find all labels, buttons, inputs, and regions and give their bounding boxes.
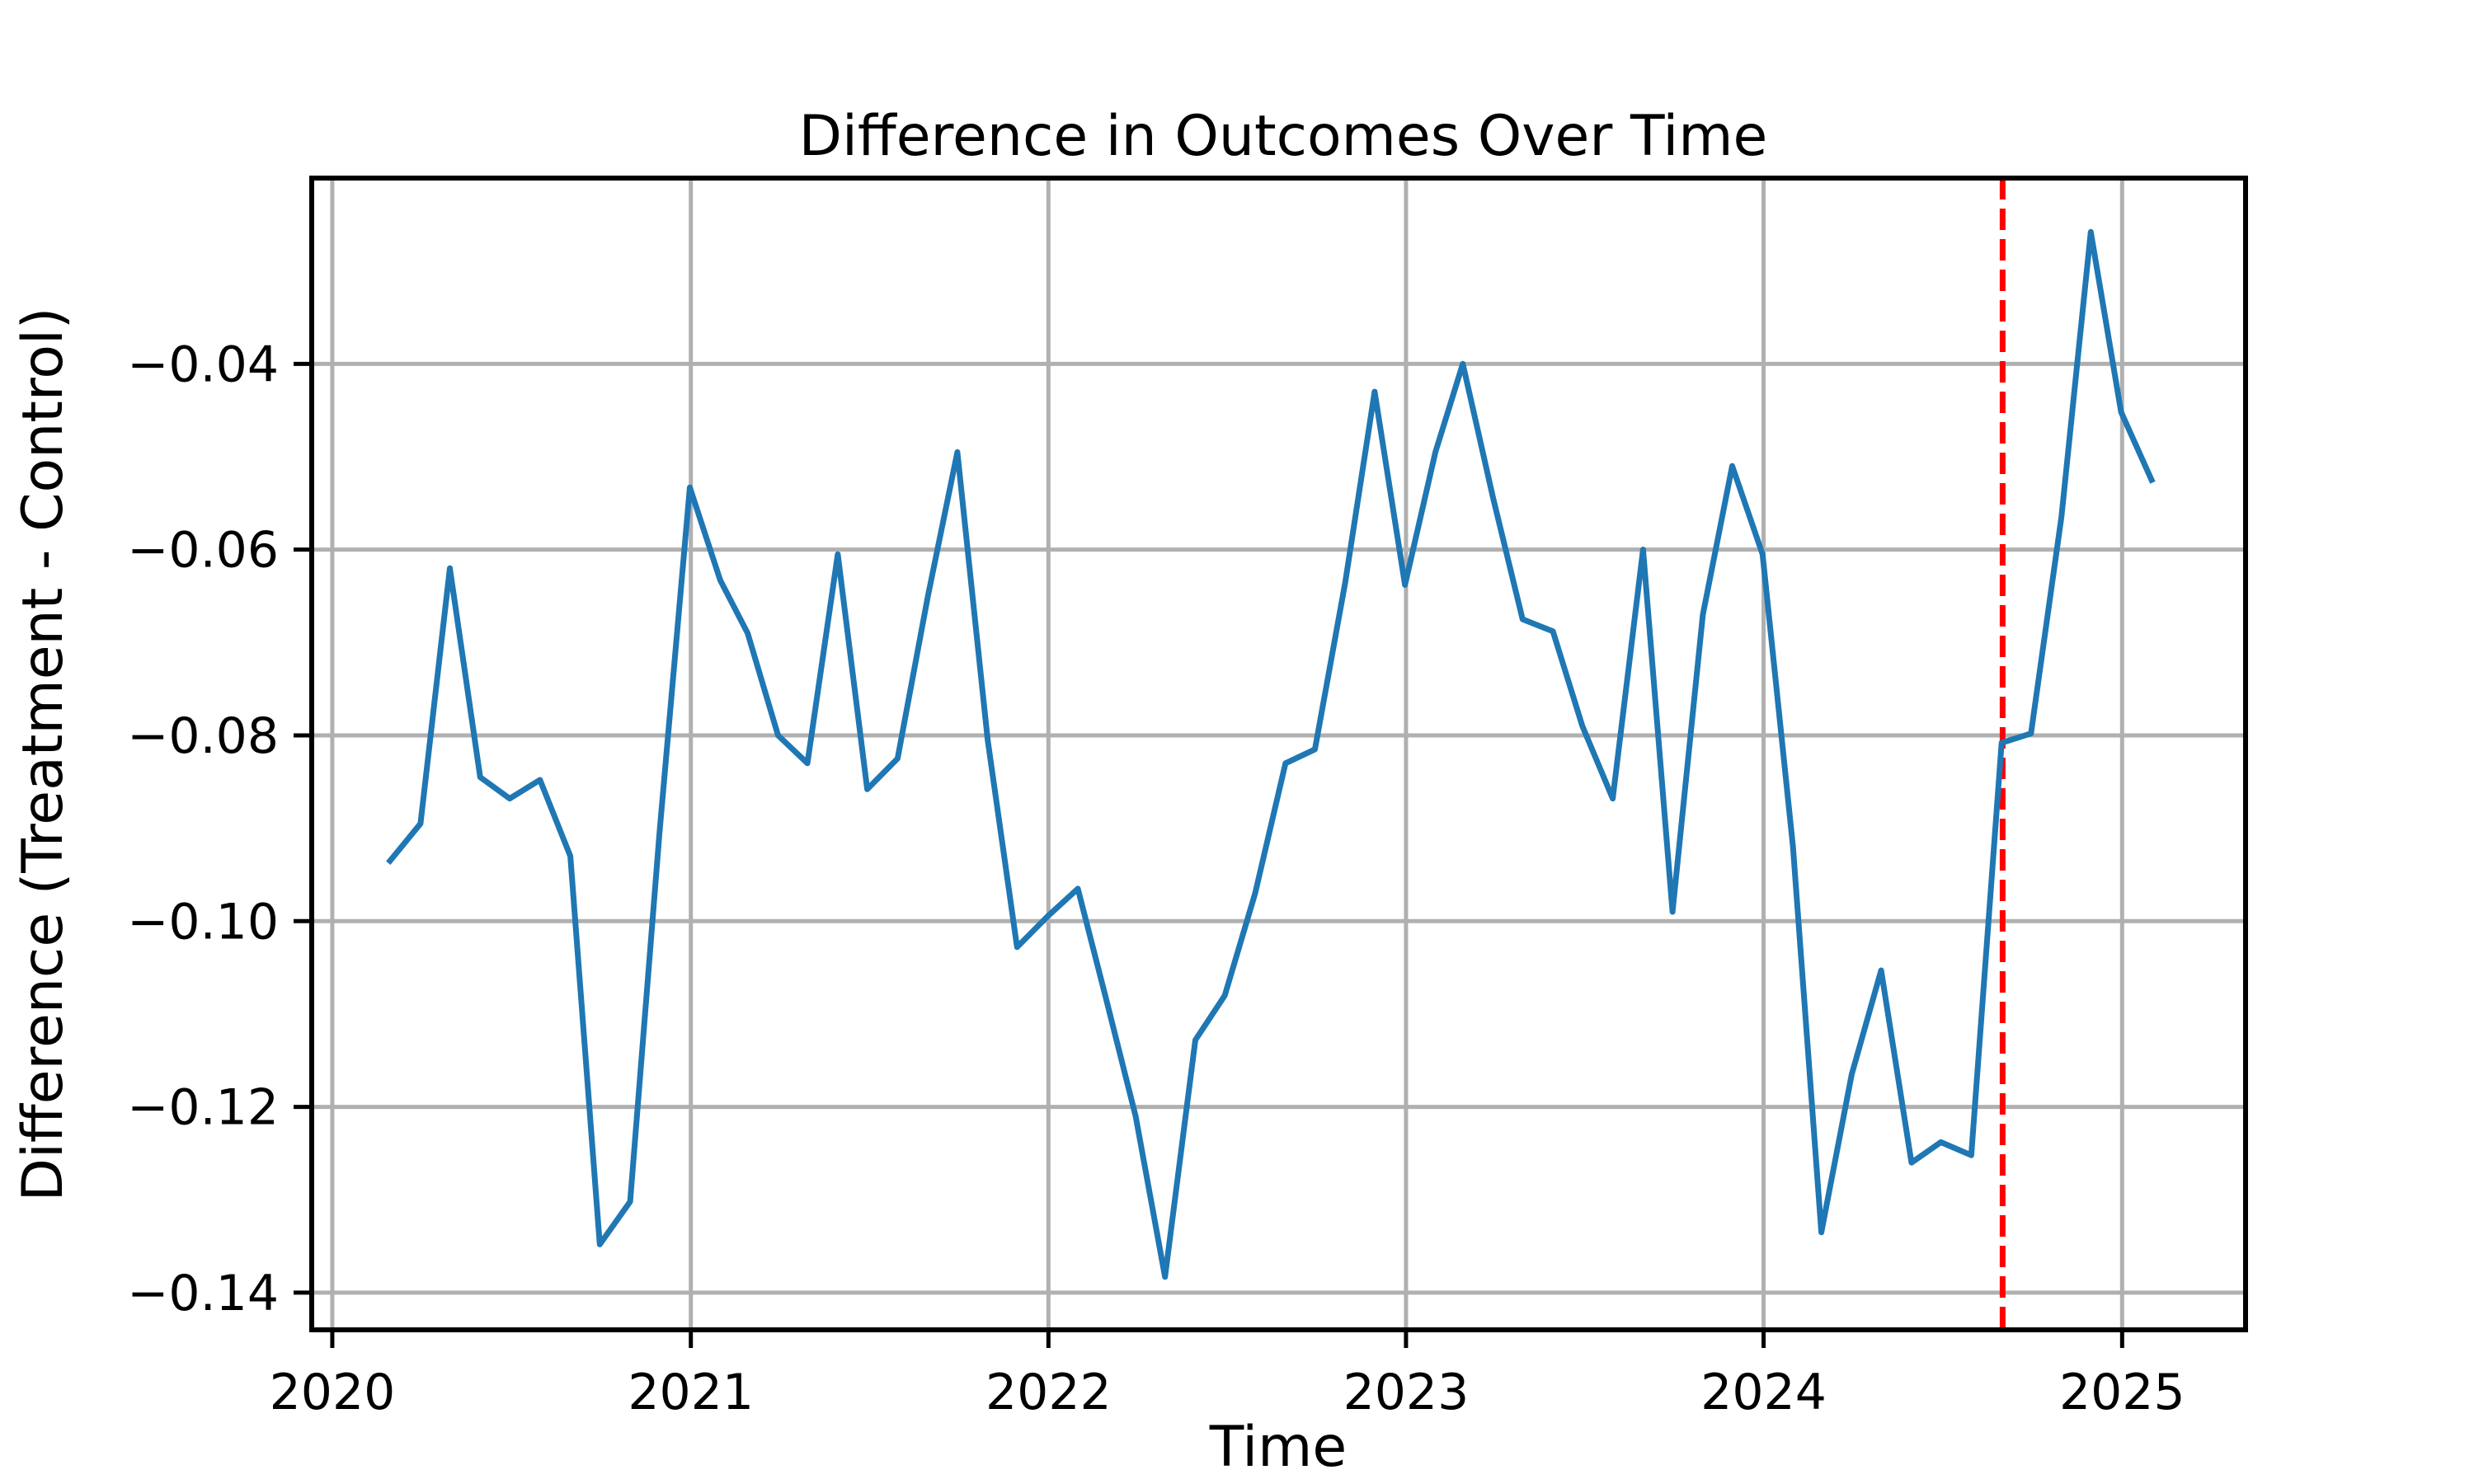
x-tick-label: 2021	[628, 1364, 754, 1421]
grid-lines	[312, 178, 2246, 1330]
y-tick-label: −0.06	[127, 522, 279, 580]
x-tick-label: 2024	[1700, 1364, 1827, 1421]
x-axis-label: Time	[1209, 1415, 1347, 1480]
y-tick-label: −0.04	[127, 336, 279, 393]
series-layer	[386, 228, 2156, 1280]
series-line	[386, 228, 2156, 1280]
y-tick-label: −0.14	[127, 1265, 279, 1322]
y-tick-label: −0.08	[127, 707, 279, 765]
chart-title: Difference in Outcomes Over Time	[799, 104, 1768, 169]
y-tick-label: −0.12	[127, 1079, 279, 1137]
x-tick-label: 2022	[985, 1364, 1112, 1421]
y-tick-label: −0.10	[127, 893, 279, 951]
axis-ticks: −0.04 −0.06 −0.08 −0.10 −0.12 −0.14 2020 2021 20…	[127, 336, 2185, 1421]
x-tick-label: 2025	[2059, 1364, 2185, 1421]
x-tick-label: 2020	[270, 1364, 396, 1421]
y-axis-label: Difference (Treatment - Control)	[11, 308, 76, 1202]
x-tick-label: 2023	[1343, 1364, 1470, 1421]
plot-frame	[309, 176, 2248, 1332]
